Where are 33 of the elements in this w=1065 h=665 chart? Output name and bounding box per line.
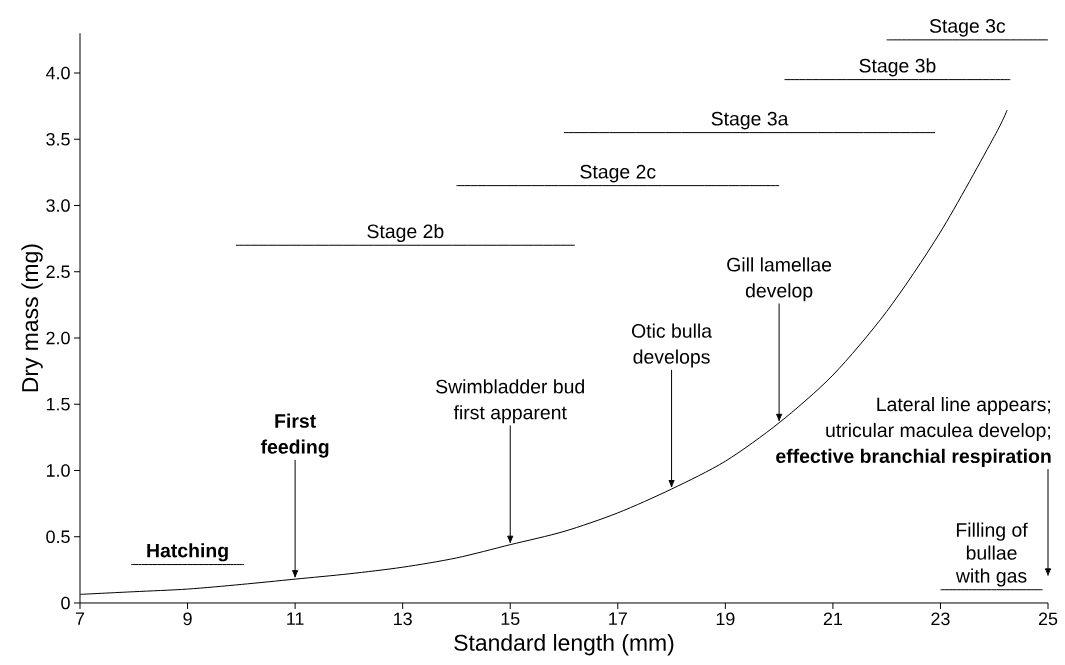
y-tick-label: 1.0 (46, 464, 70, 477)
y-axis-title: Dry mass (mg) (21, 244, 43, 392)
y-tick-label: 1.5 (46, 397, 70, 411)
x-axis-title: Standard length (mm) (454, 634, 674, 656)
y-tick-label: 2.0 (46, 331, 70, 345)
series-label: Filling of bullae with gas (955, 522, 1028, 587)
series-label: Stage 3c (929, 19, 1006, 37)
annotation: First feeding (260, 413, 329, 458)
x-tick-label: 21 (823, 612, 842, 626)
y-tick-label: 3.0 (46, 199, 70, 212)
series-label: Stage 3a (711, 111, 789, 130)
x-tick-label: 25 (1038, 612, 1058, 626)
x-tick-label: 17 (609, 612, 627, 625)
y-tick-label: 0.5 (46, 530, 70, 544)
series-label: Stage 2c (580, 164, 656, 183)
annotation: Swimbladder bud first apparent (436, 379, 584, 424)
x-tick-label: 7 (75, 612, 85, 625)
y-tick-label: 3.5 (46, 132, 70, 146)
x-tick-label: 9 (183, 612, 192, 626)
series-label: Hatching (147, 543, 228, 562)
annotation: Gill lamellae develop (727, 257, 832, 302)
x-tick-label: 13 (394, 612, 412, 626)
y-tick-label: 2.5 (46, 265, 70, 279)
annotation: Lateral line appears; utricular maculea develop; effective branchial respiration (776, 396, 1051, 467)
series-label: Stage 3b (859, 58, 936, 77)
x-tick-label: 19 (716, 612, 735, 626)
x-tick-label: 11 (287, 612, 304, 625)
y-tick-label: 0 (61, 596, 70, 610)
x-tick-label: 15 (501, 612, 520, 626)
series-label: Stage 2b (367, 223, 444, 243)
y-tick-label: 4.0 (45, 66, 70, 80)
x-tick-label: 23 (931, 612, 950, 626)
annotation: Otic bulla develops (632, 323, 713, 368)
